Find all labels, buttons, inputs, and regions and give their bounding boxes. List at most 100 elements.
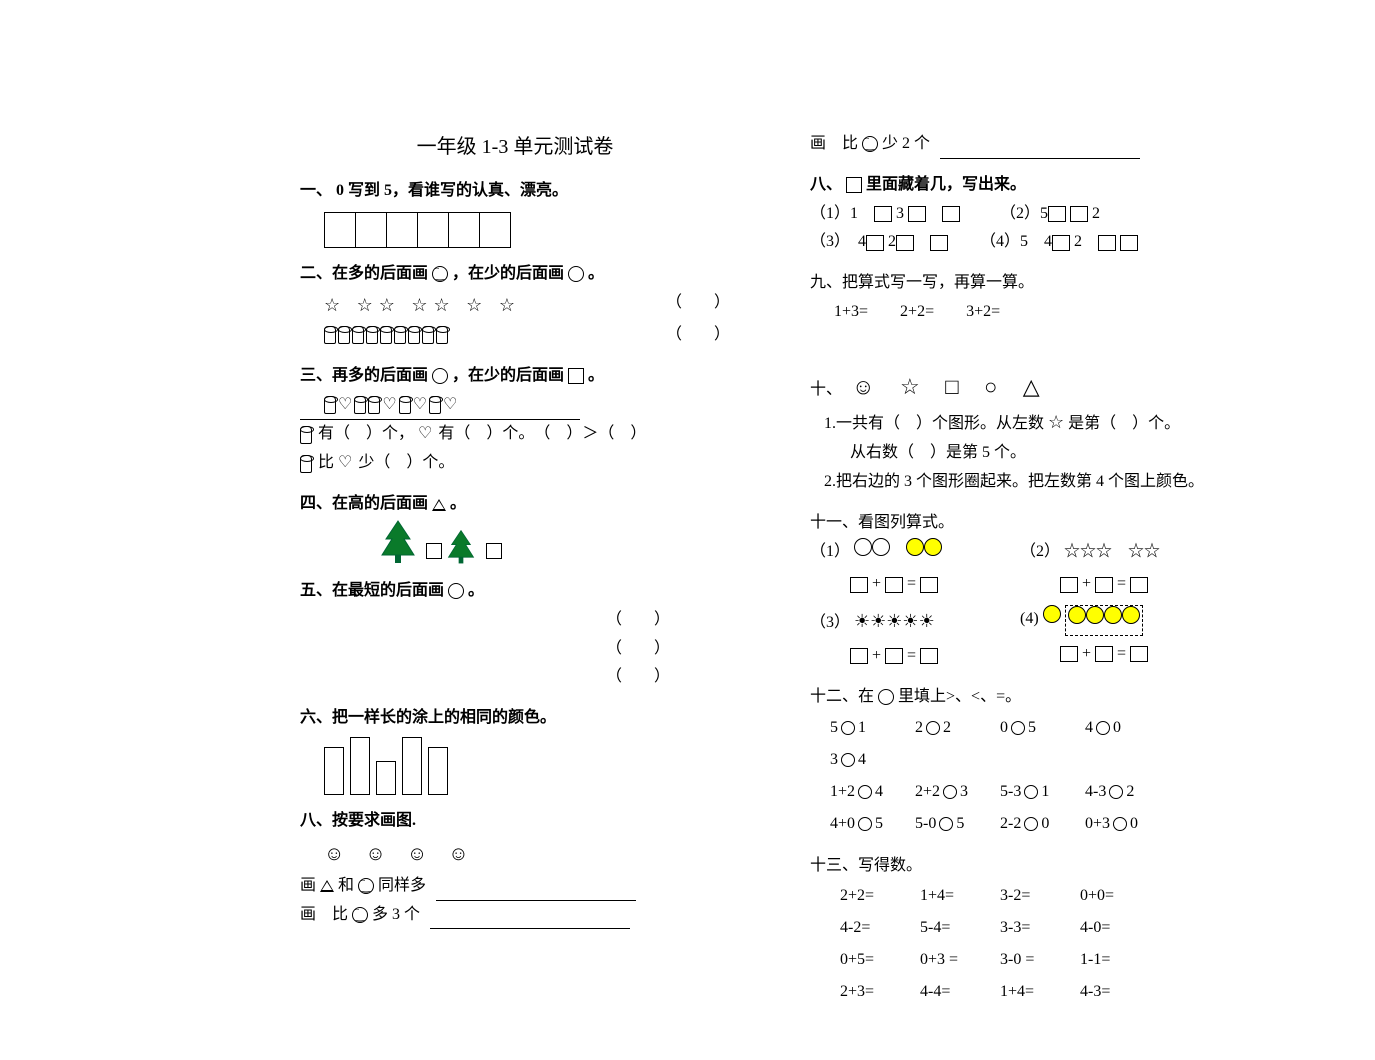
cylinder-icon [352, 326, 364, 344]
blank-box [1120, 235, 1138, 251]
s2-head: 二、在多的后面画 [300, 265, 428, 282]
s3-text2b: 少（ ）个。 [358, 454, 454, 471]
writebox [417, 212, 449, 248]
suns: ☀☀☀☀☀ [854, 605, 935, 637]
cylinder-icon [399, 396, 411, 414]
paren: （ ） [300, 663, 670, 692]
bar [350, 737, 370, 795]
cylinder-icon [366, 326, 378, 344]
writebox [324, 212, 356, 248]
cyl-row [324, 321, 450, 350]
section-4: 四、在高的后面画 。 [300, 490, 730, 565]
e3: （3） [810, 614, 850, 631]
smiley-icon [358, 878, 374, 894]
cylinder-icon [394, 326, 406, 344]
s10-2: 2.把右边的 3 个图形圈起来。把左数第 4 个图上颜色。 [824, 468, 1240, 497]
paren: （ ） [300, 606, 670, 635]
cylinder-icon [436, 326, 448, 344]
writebox [448, 212, 480, 248]
smiley-icon [862, 136, 878, 152]
s5-head-b: 。 [468, 582, 484, 599]
section-12: 十二、在 里填上>、<、=。 51220540341+242+235-314-3… [810, 683, 1240, 840]
q4b: 2 [1074, 233, 1082, 250]
cylinder-icon [338, 326, 350, 344]
cylinder-icon [354, 396, 366, 414]
heart-icon: ♡ [382, 391, 396, 420]
cylinder-icon [429, 396, 441, 414]
star-row: ☆ ☆☆ ☆☆ ☆ ☆ [324, 289, 521, 321]
writebox [386, 212, 418, 248]
blank-box [930, 235, 948, 251]
triangle-icon [432, 499, 446, 511]
heart-icon: ♡ [418, 420, 432, 449]
blank-box [896, 235, 914, 251]
top-a: 画 比 [810, 135, 858, 152]
cylinder-icon [422, 326, 434, 344]
s10-1b: 是第（ ）个。 [1068, 415, 1180, 432]
q4: （4）5 4 [980, 233, 1052, 250]
s5-head: 五、在最短的后面画 [300, 582, 444, 599]
compare-rows: 51220540341+242+235-314-324+055-052-200+… [830, 712, 1240, 840]
top-b: 少 2 个 [882, 135, 930, 152]
s6-head: 六、把一样长的涂上的相同的颜色。 [300, 709, 556, 726]
q3: （3） 4 [810, 233, 866, 250]
blank-box [942, 206, 960, 222]
bar [428, 747, 448, 795]
right-column: 画 比 少 2 个 八、 里面藏着几，写出来。 （1）1 3 （2）5 2 （3… [810, 130, 1240, 1020]
bar [402, 737, 422, 795]
bar [324, 747, 344, 795]
page-title: 一年级 1-3 单元测试卷 [300, 130, 730, 159]
circle-icon [448, 583, 464, 599]
square-icon [846, 177, 862, 193]
smiley-icon [432, 266, 448, 282]
section-8r: 八、 里面藏着几，写出来。 （1）1 3 （2）5 2 （3） 4 2 （4）5… [810, 171, 1240, 257]
s1-head: 一、 0 写到 5，看谁写的认真、漂亮。 [300, 182, 568, 199]
heart-icon: ♡ [338, 449, 352, 478]
s10: 十、 [810, 381, 842, 398]
section-8l: 八、按要求画图. ☺ ☺ ☺ ☺ 画 和 同样多 画 比 多 3 个 [300, 807, 730, 929]
s3-text1a: 有（ ）个， [318, 426, 414, 443]
section-10: 十、 ☺ ☆ □ ○ △ 1.一共有（ ）个图形。从左数 ☆ 是第（ ）个。 从… [810, 367, 1240, 497]
s11: 十一、看图列算式。 [810, 514, 954, 531]
e1: （1） [810, 543, 850, 560]
s9: 九、把算式写一写，再算一算。 [810, 274, 1034, 291]
cylinder-icon [324, 326, 336, 344]
circles-yellow [906, 538, 942, 556]
shapes: ☺ ☆ □ ○ △ [852, 374, 1050, 399]
s8-head: 八、按要求画图. [300, 812, 416, 829]
s9-eq: 1+3= 2+2= 3+2= [834, 298, 1240, 327]
s2-head-c: 。 [588, 265, 604, 282]
q1: （1）1 [810, 205, 874, 222]
circles [1043, 605, 1143, 636]
blank-box [1048, 206, 1066, 222]
tree-icon [380, 519, 416, 565]
circles [854, 538, 890, 556]
q1b: 3 [896, 205, 904, 222]
circle-icon [568, 266, 584, 282]
s12b: 里填上>、<、=。 [898, 688, 1021, 705]
bars [324, 737, 730, 795]
paren: （ ） [666, 321, 730, 350]
blank-box [1070, 206, 1088, 222]
l1b: 和 [338, 877, 354, 894]
cylinder-icon [408, 326, 420, 344]
cylinder-icon [300, 455, 312, 473]
blank-box [908, 206, 926, 222]
circle-icon [432, 368, 448, 384]
s2-head-b: ，在少的后面画 [452, 265, 564, 282]
circle-icon [878, 689, 894, 705]
s3-head-b: ，在少的后面画 [452, 367, 564, 384]
q3b: 2 [888, 233, 896, 250]
answer-line [430, 928, 630, 929]
e2: （2） [1020, 543, 1060, 560]
l1c: 同样多 [378, 877, 426, 894]
section-6: 六、把一样长的涂上的相同的颜色。 [300, 704, 730, 795]
heart-icon: ♡ [443, 391, 457, 420]
cylinder-icon [380, 326, 392, 344]
section-9: 九、把算式写一写，再算一算。 1+3= 2+2= 3+2= [810, 269, 1240, 327]
shape-row: ♡♡♡♡ [324, 391, 459, 420]
s13: 十三、写得数。 [810, 857, 922, 874]
blank-box [866, 235, 884, 251]
faces: ☺ ☺ ☺ ☺ [324, 836, 730, 872]
s3-text2a: 比 [318, 454, 334, 471]
